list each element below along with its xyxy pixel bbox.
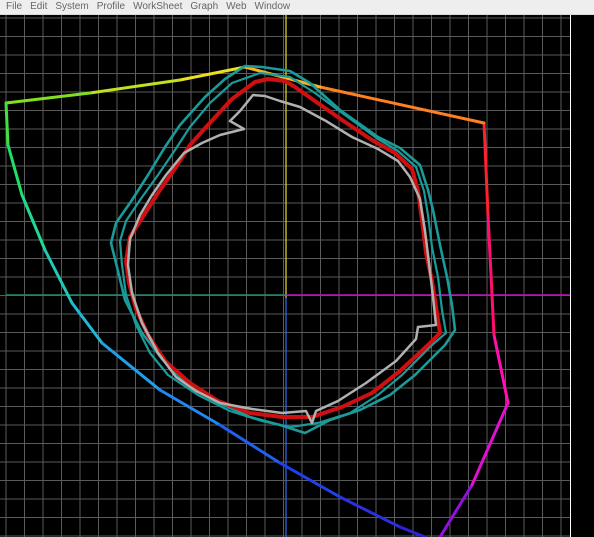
spectral-locus-segment xyxy=(6,143,24,197)
menu-file[interactable]: File xyxy=(6,1,23,12)
spectral-locus-segment xyxy=(438,483,474,537)
inner-teal-gamut xyxy=(118,71,448,429)
spectral-locus-segment xyxy=(70,301,104,345)
menu-worksheet[interactable]: WorkSheet xyxy=(133,1,183,12)
spectral-locus-segment xyxy=(398,525,427,537)
menu-web[interactable]: Web xyxy=(226,1,247,12)
menu-edit[interactable]: Edit xyxy=(30,1,48,12)
spectral-locus-segment xyxy=(178,65,247,82)
spectral-locus-segment xyxy=(158,388,222,427)
grid-lines xyxy=(0,15,570,537)
spectral-locus-segment xyxy=(20,193,47,252)
menu-profile[interactable]: Profile xyxy=(96,1,126,12)
spectral-locus-segment xyxy=(338,495,402,529)
gray-gamut xyxy=(126,93,438,425)
spectral-locus-segment xyxy=(218,423,282,465)
menu-bar: File Edit System Profile WorkSheet Graph… xyxy=(0,0,594,15)
spectral-locus-segment xyxy=(318,85,486,125)
spectral-locus-segment xyxy=(4,91,92,105)
spectral-locus-segment xyxy=(482,121,490,217)
menu-window[interactable]: Window xyxy=(254,1,291,12)
spectral-locus-segment xyxy=(278,461,342,499)
spectral-locus-segment xyxy=(486,213,496,337)
spectral-locus-segment xyxy=(43,248,74,305)
spectral-locus-segment xyxy=(4,101,10,147)
spectral-locus-segment xyxy=(88,78,182,95)
spectral-locus-segment xyxy=(100,341,162,392)
spectral-locus-segment xyxy=(470,401,510,487)
gamut-plot-canvas[interactable] xyxy=(0,15,594,537)
red-gamut xyxy=(124,77,442,419)
right-edge-panel xyxy=(570,15,594,537)
menu-system[interactable]: System xyxy=(55,1,89,12)
menu-graph[interactable]: Graph xyxy=(190,1,219,12)
spectral-locus-segment xyxy=(492,333,510,405)
